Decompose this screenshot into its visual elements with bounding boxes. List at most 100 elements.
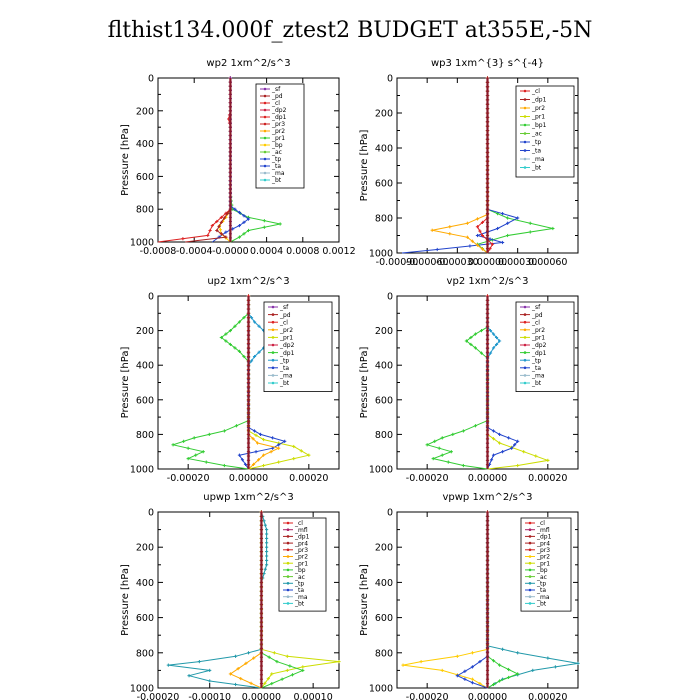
legend-marker xyxy=(523,381,527,385)
y-tick-label: 200 xyxy=(136,543,154,554)
series-line xyxy=(168,511,268,689)
series-line xyxy=(476,78,494,254)
legend-marker xyxy=(523,149,527,152)
legend-entry: _sf xyxy=(279,304,289,311)
legend-entry: _tp xyxy=(531,357,541,364)
subplot-title: wp2 1xm^2/s^3 xyxy=(206,58,290,69)
legend-box xyxy=(263,301,333,392)
y-tick-label: 0 xyxy=(387,508,393,519)
legend-entry: _bt xyxy=(294,601,305,608)
legend-marker xyxy=(263,115,267,119)
legend-marker xyxy=(523,336,527,339)
subplot-title: up2 1xm^2/s^3 xyxy=(207,276,289,287)
legend-marker xyxy=(523,320,527,324)
y-tick-label: 400 xyxy=(136,578,154,589)
legend-entry: _ta xyxy=(531,148,541,155)
y-tick-label: 400 xyxy=(375,361,393,372)
legend-entry: _bp xyxy=(294,567,306,574)
legend-box xyxy=(515,85,575,178)
legend-marker xyxy=(271,374,275,377)
y-tick-label: 1000 xyxy=(369,684,393,695)
legend-marker xyxy=(271,305,275,309)
legend-box xyxy=(255,83,305,189)
legend-marker xyxy=(286,602,290,605)
x-tick-label: 0.00020 xyxy=(528,473,567,484)
series-line xyxy=(425,296,488,470)
legend-entry: _tp xyxy=(536,581,546,588)
legend-marker xyxy=(263,94,267,98)
y-tick-label: 200 xyxy=(375,326,393,337)
x-tick-label: -0.00020 xyxy=(406,473,449,484)
legend-entry: _ta xyxy=(271,163,281,170)
series-line xyxy=(487,512,519,689)
legend-marker xyxy=(528,528,532,531)
legend-entry: _pr1 xyxy=(536,560,550,567)
y-tick-label: 400 xyxy=(375,578,393,589)
legend-entry: _sf xyxy=(531,304,541,311)
y-tick-label: 0 xyxy=(148,292,154,303)
legend-marker xyxy=(263,108,267,112)
x-tick-label: -0.00020 xyxy=(406,692,449,700)
x-tick-label: -0.00020 xyxy=(137,692,180,700)
legend-entry: _cl xyxy=(531,88,540,95)
y-tick-label: 1000 xyxy=(130,684,154,695)
series-line xyxy=(401,78,520,254)
legend-entry: _dp1 xyxy=(536,534,552,541)
series-line xyxy=(487,296,519,470)
legend-marker xyxy=(528,602,532,605)
subplot-2: wp3 1xm^{3} s^{-4} Pressure [hPa] 0 200 400 6… xyxy=(359,58,579,268)
y-tick-label: 0 xyxy=(387,74,393,85)
y-tick-label: 400 xyxy=(136,139,154,150)
legend-entry: _ac xyxy=(536,574,547,581)
y-tick-label: 800 xyxy=(375,430,393,441)
legend-marker xyxy=(528,521,532,525)
x-tick-label: 0.00000 xyxy=(468,473,507,484)
legend-marker xyxy=(286,575,290,578)
y-tick-label: 600 xyxy=(136,613,154,624)
series-line xyxy=(229,512,262,689)
x-tick-label: 0.00000 xyxy=(468,257,507,268)
legend-entry: _dp1 xyxy=(271,114,287,121)
legend-box xyxy=(278,517,327,612)
legend-marker xyxy=(263,157,267,161)
y-tick-label: 800 xyxy=(136,648,154,659)
y-tick-label: 0 xyxy=(387,292,393,303)
legend-marker xyxy=(523,358,527,362)
x-tick-label: 0.00000 xyxy=(229,473,268,484)
legend-marker xyxy=(263,143,267,147)
y-tick-label: 600 xyxy=(136,172,154,183)
subplot-title: vpwp 1xm^2/s^3 xyxy=(442,492,532,503)
x-tick-label: 0.00030 xyxy=(498,257,537,268)
legend-marker xyxy=(523,98,527,101)
y-tick-label: 1000 xyxy=(369,465,393,476)
legend-entry: _tp xyxy=(294,581,304,588)
legend-marker xyxy=(271,358,275,362)
y-tick-label: 200 xyxy=(375,543,393,554)
y-tick-label: 1000 xyxy=(130,465,154,476)
legend-entry: _pd xyxy=(279,312,291,319)
legend-marker xyxy=(271,366,275,370)
legend-entry: _bt xyxy=(531,380,542,387)
legend-entry: _ac xyxy=(271,149,282,156)
legend-entry: _pr1 xyxy=(279,335,293,342)
x-tick-label: 0.00020 xyxy=(289,473,328,484)
x-tick-label: 0.00010 xyxy=(293,692,332,700)
legend-marker xyxy=(271,320,275,324)
legend-marker xyxy=(523,366,527,370)
legend-marker xyxy=(271,351,275,354)
y-tick-label: 0 xyxy=(148,508,154,519)
legend-entry: _pr2 xyxy=(271,128,285,135)
legend-marker xyxy=(286,561,290,565)
legend-marker xyxy=(528,582,532,585)
legend-entry: _pr3 xyxy=(536,547,550,554)
legend-marker xyxy=(286,568,290,572)
legend-entry: _dp2 xyxy=(531,342,547,349)
legend-entry: _ma xyxy=(536,594,550,601)
y-tick-label: 200 xyxy=(136,106,154,117)
legend-marker xyxy=(286,548,290,552)
y-tick-label: 400 xyxy=(136,361,154,372)
legend-entry: _mfl xyxy=(536,527,550,534)
legend-entry: _dp1 xyxy=(531,350,547,357)
legend-box xyxy=(520,517,572,612)
legend-marker xyxy=(523,328,527,332)
